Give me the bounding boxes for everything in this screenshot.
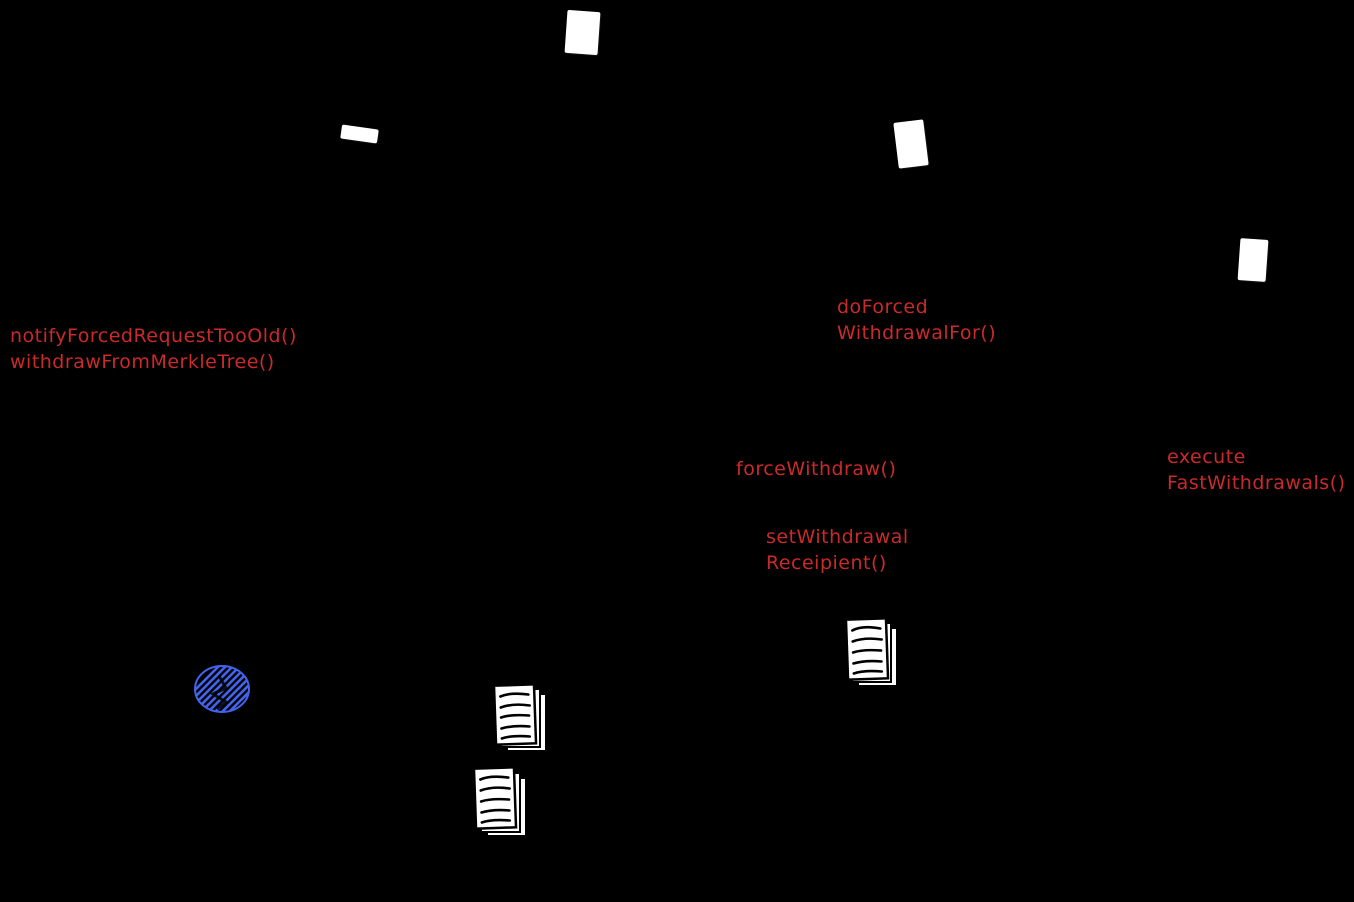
label-line: WithdrawalFor(): [837, 322, 997, 344]
document-stack-icon: [473, 766, 527, 837]
center-scribble: [209, 675, 229, 711]
document-stack-icon: [493, 683, 547, 752]
force-withdraw-label: forceWithdraw(): [736, 456, 896, 482]
label-line: execute: [1167, 446, 1246, 468]
set-withdrawal-receipient-label: setWithdrawal Receipient(): [766, 524, 909, 576]
do-forced-withdrawal-for-label: doForced WithdrawalFor(): [837, 294, 996, 346]
label-line: FastWithdrawals(): [1167, 472, 1346, 494]
execute-fast-withdrawals-label: execute FastWithdrawals(): [1167, 444, 1346, 496]
hachure-ellipse-token-icon: [194, 665, 250, 713]
label-line: Receipient(): [766, 552, 887, 574]
paper-icon: [893, 119, 929, 169]
paper-icon: [1237, 238, 1269, 282]
label-line: notifyForcedRequestTooOld(): [10, 325, 297, 347]
paper-bar-icon: [340, 124, 379, 144]
label-line: forceWithdraw(): [736, 458, 897, 480]
document-stack-icon: [845, 617, 898, 687]
label-line: setWithdrawal: [766, 526, 909, 548]
label-line: doForced: [837, 296, 929, 318]
notify-forced-request-label: notifyForcedRequestTooOld() withdrawFrom…: [10, 323, 297, 375]
label-line: withdrawFromMerkleTree(): [10, 351, 275, 373]
paper-icon: [564, 9, 601, 56]
hachure-fill: [195, 666, 249, 712]
